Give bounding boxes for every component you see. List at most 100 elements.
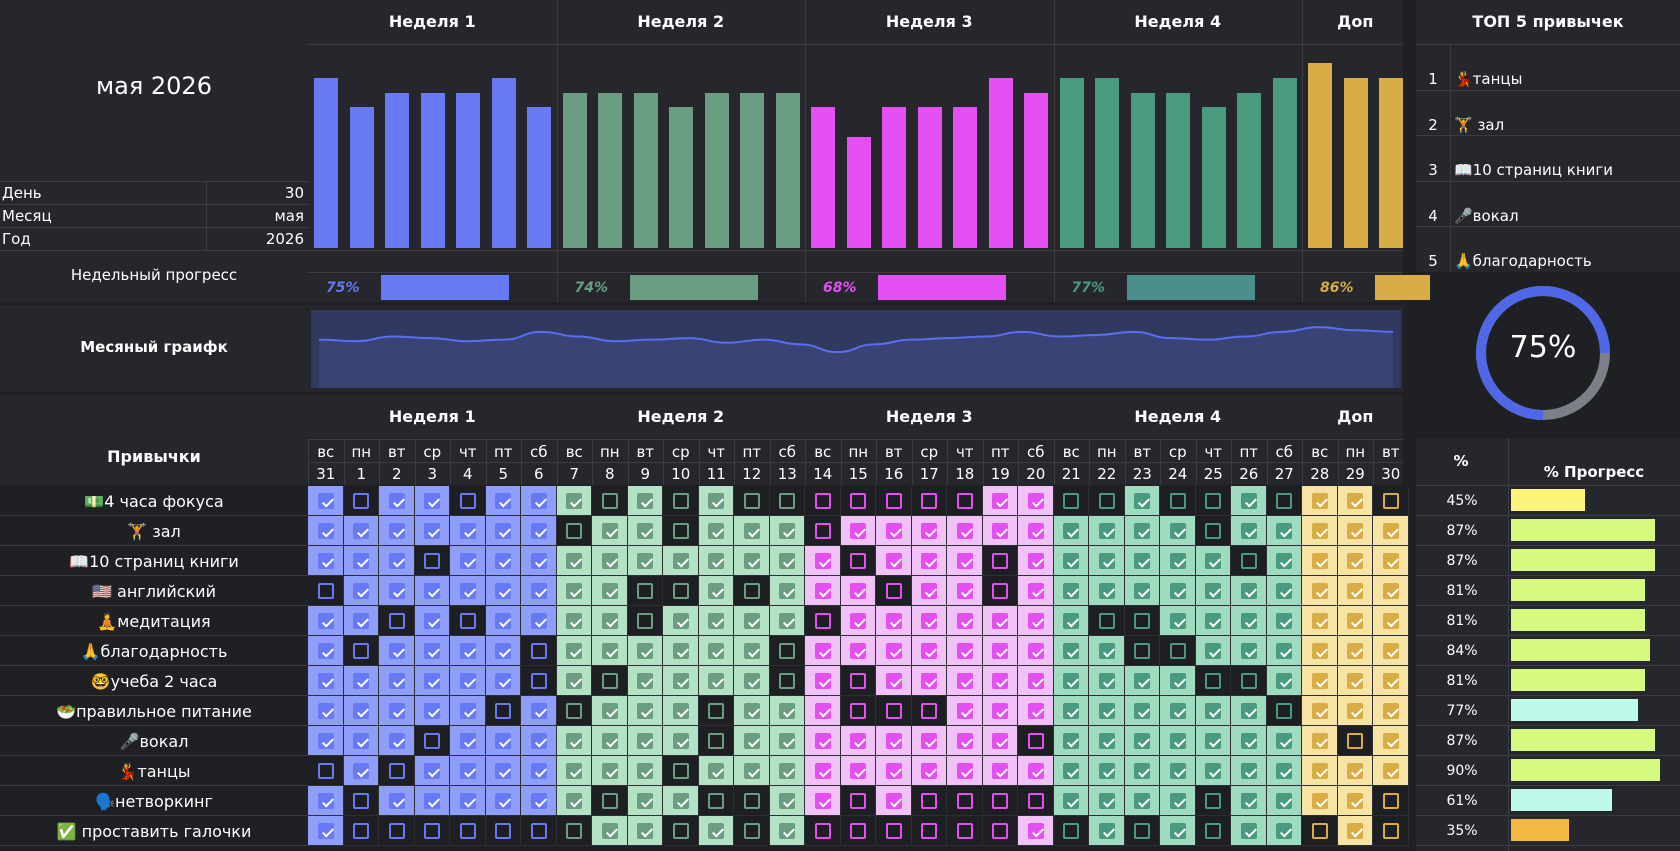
habit-checkbox[interactable]: [637, 703, 654, 719]
habit-checkbox[interactable]: [495, 823, 512, 839]
habit-checkbox[interactable]: [672, 823, 689, 839]
habit-checkbox[interactable]: [317, 643, 334, 659]
habit-checkbox[interactable]: [814, 793, 831, 809]
habit-checkbox[interactable]: [814, 583, 831, 599]
habit-checkbox[interactable]: [637, 523, 654, 539]
habit-checkbox[interactable]: [885, 553, 902, 569]
habit-checkbox[interactable]: [566, 673, 583, 689]
habit-checkbox[interactable]: [743, 553, 760, 569]
habit-checkbox[interactable]: [637, 733, 654, 749]
habit-checkbox[interactable]: [459, 673, 476, 689]
habit-checkbox[interactable]: [779, 763, 796, 779]
habit-checkbox[interactable]: [1311, 733, 1328, 749]
habit-checkbox[interactable]: [459, 793, 476, 809]
habit-checkbox[interactable]: [779, 523, 796, 539]
habit-checkbox[interactable]: [1240, 793, 1257, 809]
habit-checkbox[interactable]: [1098, 523, 1115, 539]
habit-checkbox[interactable]: [779, 583, 796, 599]
habit-checkbox[interactable]: [708, 673, 725, 689]
habit-checkbox[interactable]: [850, 583, 867, 599]
habit-checkbox[interactable]: [708, 523, 725, 539]
habit-checkbox[interactable]: [1205, 583, 1222, 599]
habit-checkbox[interactable]: [814, 493, 831, 509]
habit-checkbox[interactable]: [921, 613, 938, 629]
habit-checkbox[interactable]: [1098, 763, 1115, 779]
habit-checkbox[interactable]: [530, 673, 547, 689]
habit-checkbox[interactable]: [424, 583, 441, 599]
habit-checkbox[interactable]: [1347, 583, 1364, 599]
habit-checkbox[interactable]: [388, 643, 405, 659]
habit-checkbox[interactable]: [885, 493, 902, 509]
habit-checkbox[interactable]: [743, 733, 760, 749]
habit-checkbox[interactable]: [779, 703, 796, 719]
habit-checkbox[interactable]: [353, 583, 370, 599]
habit-checkbox[interactable]: [921, 823, 938, 839]
habit-checkbox[interactable]: [1240, 523, 1257, 539]
habit-checkbox[interactable]: [495, 493, 512, 509]
habit-checkbox[interactable]: [850, 823, 867, 839]
habit-checkbox[interactable]: [921, 763, 938, 779]
habit-checkbox[interactable]: [956, 733, 973, 749]
habit-checkbox[interactable]: [1098, 823, 1115, 839]
habit-checkbox[interactable]: [992, 763, 1009, 779]
habit-checkbox[interactable]: [530, 613, 547, 629]
habit-checkbox[interactable]: [1027, 763, 1044, 779]
habit-checkbox[interactable]: [1347, 823, 1364, 839]
habit-checkbox[interactable]: [530, 793, 547, 809]
habit-checkbox[interactable]: [1347, 673, 1364, 689]
habit-checkbox[interactable]: [1063, 793, 1080, 809]
habit-checkbox[interactable]: [1063, 823, 1080, 839]
habit-checkbox[interactable]: [885, 793, 902, 809]
habit-checkbox[interactable]: [459, 553, 476, 569]
habit-checkbox[interactable]: [388, 793, 405, 809]
habit-checkbox[interactable]: [1240, 553, 1257, 569]
habit-checkbox[interactable]: [1134, 823, 1151, 839]
habit-checkbox[interactable]: [1098, 613, 1115, 629]
habit-checkbox[interactable]: [956, 763, 973, 779]
habit-checkbox[interactable]: [1063, 583, 1080, 599]
habit-checkbox[interactable]: [1169, 613, 1186, 629]
habit-checkbox[interactable]: [459, 583, 476, 599]
habit-checkbox[interactable]: [353, 793, 370, 809]
habit-checkbox[interactable]: [743, 673, 760, 689]
habit-checkbox[interactable]: [317, 733, 334, 749]
habit-checkbox[interactable]: [672, 643, 689, 659]
habit-checkbox[interactable]: [1382, 553, 1399, 569]
habit-checkbox[interactable]: [424, 553, 441, 569]
habit-checkbox[interactable]: [601, 613, 618, 629]
habit-checkbox[interactable]: [601, 553, 618, 569]
habit-checkbox[interactable]: [495, 673, 512, 689]
habit-checkbox[interactable]: [814, 703, 831, 719]
habit-checkbox[interactable]: [1063, 523, 1080, 539]
habit-checkbox[interactable]: [601, 523, 618, 539]
habit-checkbox[interactable]: [885, 643, 902, 659]
habit-checkbox[interactable]: [1169, 523, 1186, 539]
habit-checkbox[interactable]: [566, 553, 583, 569]
habit-checkbox[interactable]: [1098, 793, 1115, 809]
habit-checkbox[interactable]: [530, 703, 547, 719]
habit-checkbox[interactable]: [1240, 763, 1257, 779]
habit-checkbox[interactable]: [424, 793, 441, 809]
habit-checkbox[interactable]: [992, 613, 1009, 629]
habit-checkbox[interactable]: [779, 793, 796, 809]
habit-checkbox[interactable]: [1169, 673, 1186, 689]
habit-checkbox[interactable]: [1347, 553, 1364, 569]
habit-checkbox[interactable]: [708, 613, 725, 629]
habit-checkbox[interactable]: [1027, 823, 1044, 839]
habit-checkbox[interactable]: [921, 523, 938, 539]
habit-checkbox[interactable]: [1347, 733, 1364, 749]
habit-checkbox[interactable]: [637, 823, 654, 839]
habit-checkbox[interactable]: [1134, 523, 1151, 539]
habit-checkbox[interactable]: [1240, 613, 1257, 629]
habit-checkbox[interactable]: [637, 583, 654, 599]
habit-checkbox[interactable]: [1347, 613, 1364, 629]
habit-checkbox[interactable]: [708, 823, 725, 839]
habit-checkbox[interactable]: [388, 553, 405, 569]
habit-checkbox[interactable]: [885, 613, 902, 629]
habit-checkbox[interactable]: [495, 583, 512, 599]
habit-checkbox[interactable]: [1276, 823, 1293, 839]
habit-checkbox[interactable]: [424, 823, 441, 839]
habit-checkbox[interactable]: [1027, 553, 1044, 569]
habit-checkbox[interactable]: [814, 553, 831, 569]
habit-checkbox[interactable]: [1347, 643, 1364, 659]
